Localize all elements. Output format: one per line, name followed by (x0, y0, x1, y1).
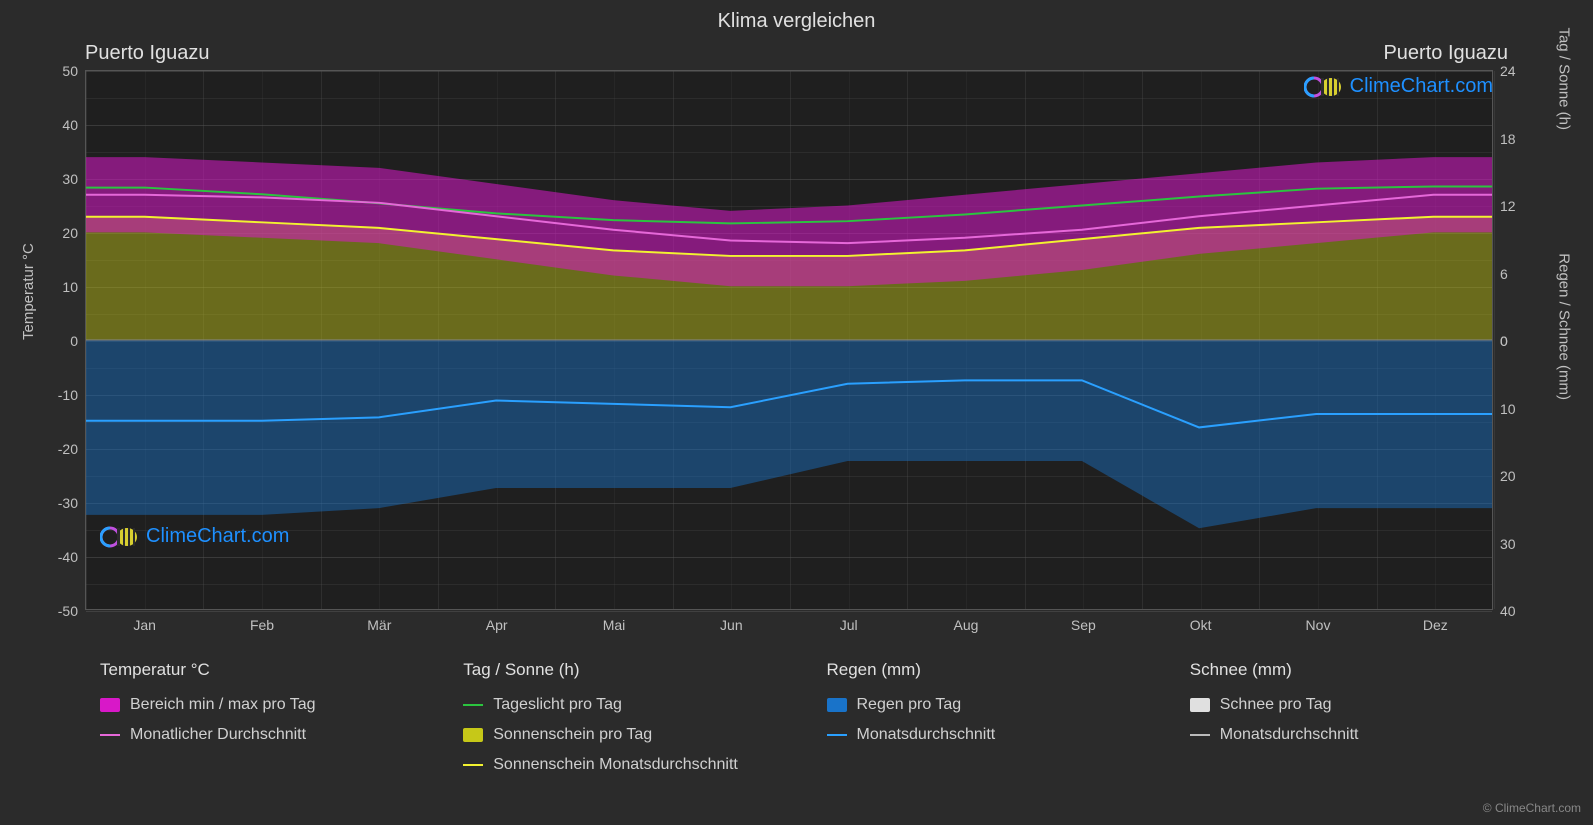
line-icon (463, 764, 483, 766)
legend-title: Regen (mm) (827, 660, 1170, 680)
logo-icon (100, 526, 140, 548)
line-icon (1190, 734, 1210, 736)
line-icon (463, 704, 483, 706)
legend-label: Sonnenschein pro Tag (493, 726, 652, 744)
legend-item: Sonnenschein pro Tag (463, 726, 806, 744)
legend-item: Monatsdurchschnitt (827, 726, 1170, 744)
legend-label: Monatsdurchschnitt (1220, 726, 1359, 744)
chart-title: Klima vergleichen (0, 0, 1593, 33)
y-tick-left: 50 (62, 63, 78, 79)
legend-item: Sonnenschein Monatsdurchschnitt (463, 756, 806, 774)
legend-group: Tag / Sonne (h) Tageslicht pro Tag Sonnens… (463, 660, 806, 774)
legend-item: Regen pro Tag (827, 696, 1170, 714)
y-tick-right-top: 12 (1500, 198, 1516, 214)
grid-line-h (86, 611, 1492, 612)
legend-title: Schnee (mm) (1190, 660, 1533, 680)
x-tick: Jun (720, 617, 743, 633)
swatch-icon (100, 698, 120, 712)
legend-label: Sonnenschein Monatsdurchschnitt (493, 756, 738, 774)
y-axis-left-label: Temperatur °C (20, 243, 37, 340)
x-tick: Dez (1423, 617, 1448, 633)
x-tick: Feb (250, 617, 274, 633)
watermark-bottom: ClimeChart.com (100, 525, 289, 548)
legend-group: Temperatur °C Bereich min / max pro Tag Mo… (100, 660, 443, 774)
swatch-icon (827, 698, 847, 712)
y-tick-left: 10 (62, 279, 78, 295)
legend-label: Monatlicher Durchschnitt (130, 726, 306, 744)
y-tick-right-bottom: 30 (1500, 536, 1516, 552)
legend-group: Regen (mm) Regen pro Tag Monatsdurchschnit… (827, 660, 1170, 774)
y-tick-right-top: 6 (1500, 266, 1508, 282)
x-tick: Mär (367, 617, 391, 633)
y-tick-right-top: 24 (1500, 63, 1516, 79)
chart-svg (86, 71, 1492, 609)
y-tick-left: 30 (62, 171, 78, 187)
line-icon (100, 734, 120, 736)
y-tick-right-top: 18 (1500, 131, 1516, 147)
legend-item: Schnee pro Tag (1190, 696, 1533, 714)
legend-item: Bereich min / max pro Tag (100, 696, 443, 714)
y-tick-left: -20 (58, 441, 78, 457)
x-tick: Apr (486, 617, 508, 633)
legend: Temperatur °C Bereich min / max pro Tag Mo… (100, 660, 1533, 774)
legend-item: Monatsdurchschnitt (1190, 726, 1533, 744)
location-label-left: Puerto Iguazu (85, 42, 210, 65)
x-tick: Mai (603, 617, 626, 633)
y-tick-right-bottom: 20 (1500, 468, 1516, 484)
plot-area: -50-40-30-20-100102030405006121824010203… (85, 70, 1493, 610)
watermark-text: ClimeChart.com (146, 525, 289, 548)
x-tick: Aug (954, 617, 979, 633)
grid-line-v (1494, 71, 1495, 609)
y-axis-right-bottom-label: Regen / Schnee (mm) (1556, 253, 1573, 400)
legend-item: Monatlicher Durchschnitt (100, 726, 443, 744)
line-icon (827, 734, 847, 736)
y-tick-right-bottom: 0 (1500, 333, 1508, 349)
y-axis-right-top-label: Tag / Sonne (h) (1556, 27, 1573, 130)
legend-label: Schnee pro Tag (1220, 696, 1332, 714)
legend-item: Tageslicht pro Tag (463, 696, 806, 714)
logo-icon (1304, 76, 1344, 98)
swatch-icon (1190, 698, 1210, 712)
y-tick-right-bottom: 40 (1500, 603, 1516, 619)
watermark-top: ClimeChart.com (1304, 75, 1493, 98)
y-tick-left: 0 (70, 333, 78, 349)
y-tick-left: 40 (62, 117, 78, 133)
swatch-icon (463, 728, 483, 742)
x-tick: Nov (1306, 617, 1331, 633)
legend-title: Temperatur °C (100, 660, 443, 680)
legend-label: Tageslicht pro Tag (493, 696, 622, 714)
x-tick: Jul (840, 617, 858, 633)
x-tick: Sep (1071, 617, 1096, 633)
y-tick-left: -50 (58, 603, 78, 619)
location-label-right: Puerto Iguazu (1383, 42, 1508, 65)
legend-title: Tag / Sonne (h) (463, 660, 806, 680)
legend-label: Regen pro Tag (857, 696, 962, 714)
x-tick: Jan (133, 617, 156, 633)
watermark-text: ClimeChart.com (1350, 75, 1493, 98)
legend-label: Monatsdurchschnitt (857, 726, 996, 744)
y-tick-left: -40 (58, 549, 78, 565)
copyright: © ClimeChart.com (1483, 801, 1581, 815)
y-tick-right-bottom: 10 (1500, 401, 1516, 417)
legend-label: Bereich min / max pro Tag (130, 696, 316, 714)
rain-band (86, 340, 1492, 528)
y-tick-left: 20 (62, 225, 78, 241)
y-tick-left: -30 (58, 495, 78, 511)
legend-group: Schnee (mm) Schnee pro Tag Monatsdurchschn… (1190, 660, 1533, 774)
y-tick-left: -10 (58, 387, 78, 403)
x-tick: Okt (1190, 617, 1212, 633)
